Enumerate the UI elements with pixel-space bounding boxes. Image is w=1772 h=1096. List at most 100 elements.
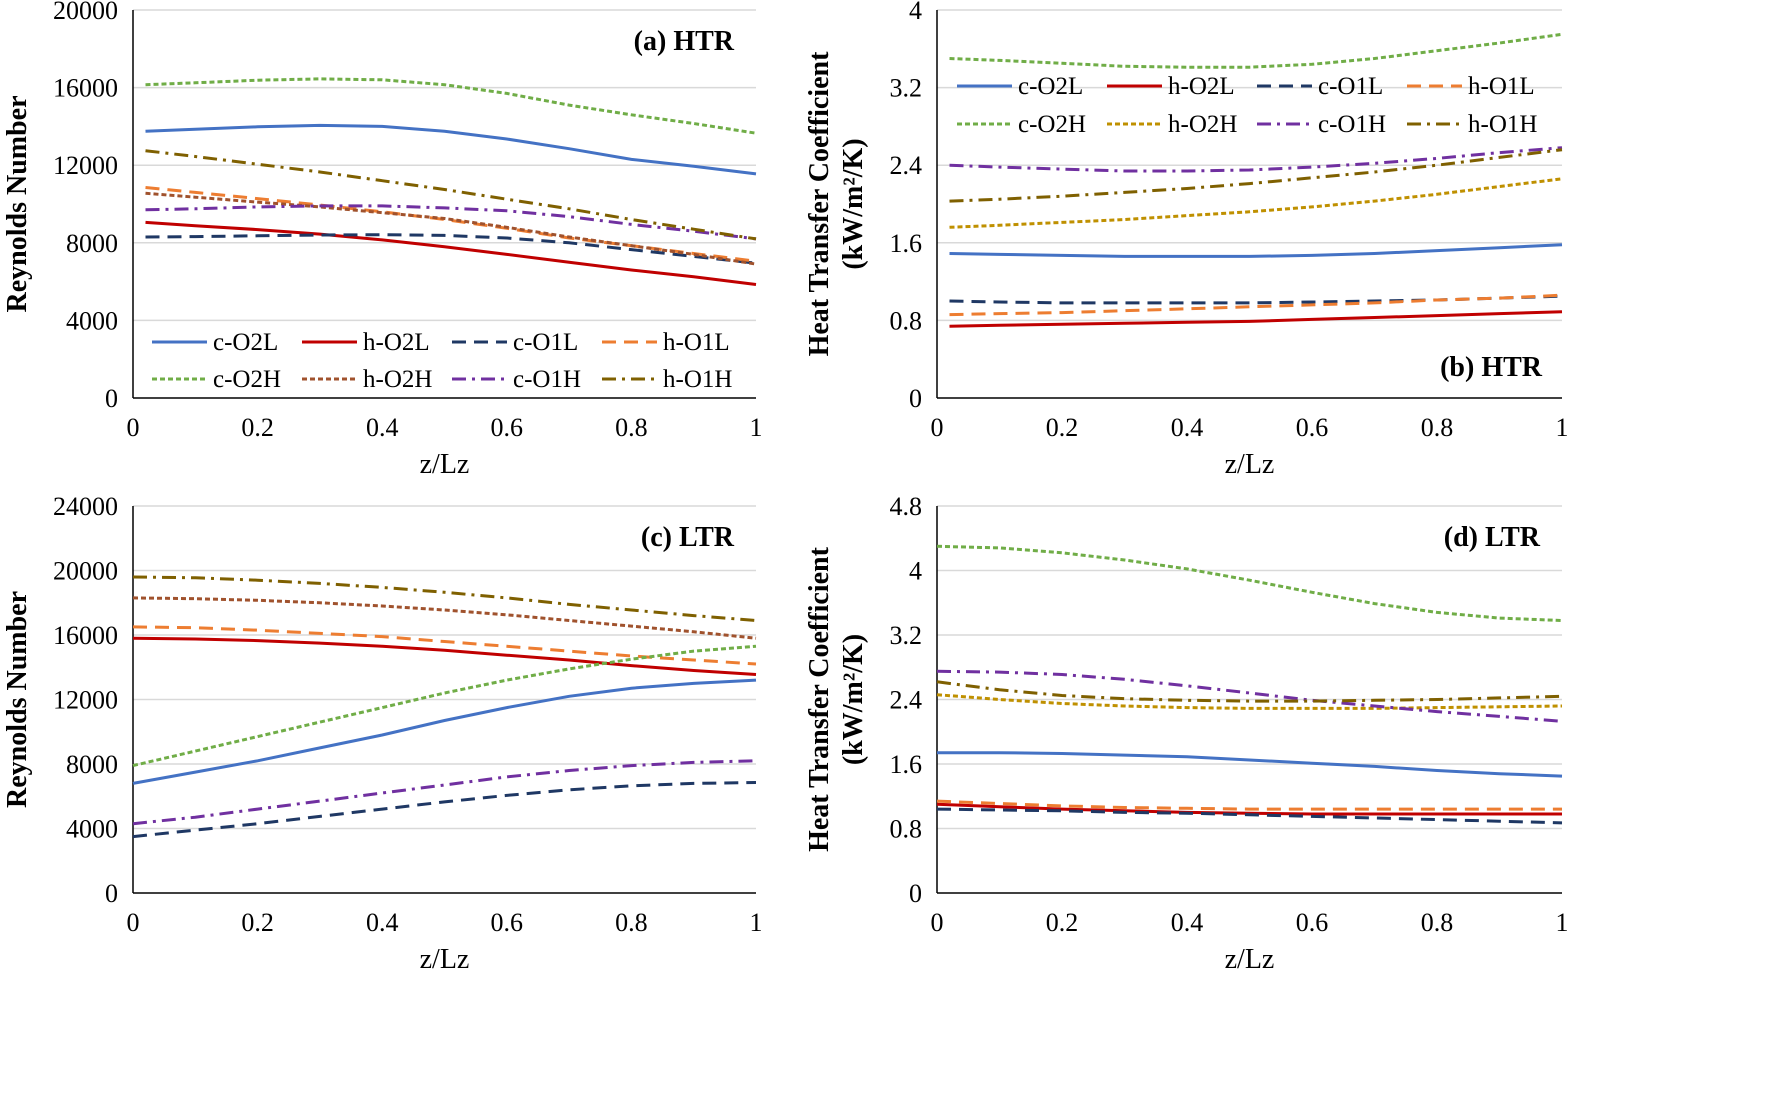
x-tick-label: 1 <box>750 413 763 442</box>
series-line-c-O1H <box>145 204 757 241</box>
y-axis-label: Heat Transfer Coefficient <box>804 51 835 356</box>
y-axis-label: (kW/m²/K) <box>838 138 869 269</box>
y-tick-label: 0 <box>909 879 922 908</box>
series-line-c-O2L <box>949 243 1563 258</box>
legend-label: h-O1H <box>1468 111 1537 138</box>
y-tick-label: 2.4 <box>890 686 923 715</box>
chart-panel-a: 0 4000 8000 12000 16000 20000 0 0.2 0.4 0.6 0.8 1 z/… <box>2 0 763 480</box>
legend-label: h-O1H <box>663 366 732 393</box>
legend-label: c-O2H <box>1018 111 1086 138</box>
series-line-h-O2L <box>145 220 757 286</box>
x-tick-label: 0.6 <box>1296 413 1329 442</box>
x-axis-label: z/Lz <box>1225 449 1275 480</box>
series-line-h-O1H <box>936 680 1563 703</box>
x-tick-label: 1 <box>1556 413 1569 442</box>
y-axis-label: Reynolds Number <box>2 95 33 312</box>
y-tick-label: 8000 <box>66 750 118 779</box>
x-tick-label: 0.8 <box>615 908 648 937</box>
x-tick-label: 0 <box>931 413 944 442</box>
series-line-h-O2H <box>949 177 1563 229</box>
chart-panel-c: 0 4000 8000 12000 16000 20000 24000 0 0.2 0.4 0.6 0… <box>2 492 763 975</box>
y-tick-label: 1.6 <box>890 229 923 258</box>
y-tick-label: 4 <box>909 557 922 586</box>
series-line-h-O2H <box>936 693 1563 710</box>
series-line-c-O1H <box>936 669 1563 723</box>
y-tick-label: 20000 <box>53 557 118 586</box>
series-line-c-O2L <box>132 678 757 785</box>
series-line-c-O1L <box>936 807 1563 825</box>
x-tick-label: 0 <box>127 908 140 937</box>
y-axis-label: Heat Transfer Coefficient <box>804 546 835 851</box>
x-tick-label: 1 <box>1556 908 1569 937</box>
y-tick-label: 0.8 <box>890 815 923 844</box>
legend: c-O2L h-O2L c-O1L h-O1L c-O2H h-O2H c-O1H h-O1H <box>152 329 732 393</box>
series-line-h-O2H <box>145 191 757 266</box>
y-tick-label: 1.6 <box>890 750 923 779</box>
x-axis-label: z/Lz <box>420 944 470 975</box>
x-tick-label: 0 <box>127 413 140 442</box>
legend-label: c-O1H <box>513 366 581 393</box>
x-tick-label: 0.4 <box>366 908 399 937</box>
legend-label: c-O1L <box>1318 73 1383 100</box>
series-line-c-O2L <box>145 123 757 176</box>
legend-label: h-O2L <box>1168 73 1235 100</box>
y-tick-label: 4 <box>909 0 922 25</box>
series-line-c-O2L <box>937 751 1563 778</box>
y-tick-label: 16000 <box>53 74 118 103</box>
y-tick-label: 4000 <box>66 815 118 844</box>
series-line-h-O1L <box>132 625 757 666</box>
series-line-h-O1L <box>936 799 1562 811</box>
legend-label: c-O1L <box>513 329 578 356</box>
series-line-c-O1L <box>132 781 757 839</box>
legend-label: h-O1L <box>663 329 730 356</box>
y-tick-label: 3.2 <box>890 74 923 103</box>
x-tick-label: 1 <box>750 908 763 937</box>
y-tick-label: 0 <box>105 879 118 908</box>
legend-label: c-O2L <box>213 329 278 356</box>
y-tick-label: 3.2 <box>890 621 923 650</box>
y-tick-label: 20000 <box>53 0 118 25</box>
x-tick-label: 0.8 <box>1421 908 1454 937</box>
x-axis-label: z/Lz <box>420 449 470 480</box>
y-tick-label: 16000 <box>53 621 118 650</box>
series-line-c-O1L <box>145 233 757 265</box>
legend-label: h-O2H <box>1168 111 1237 138</box>
series-line-c-O1H <box>132 759 757 826</box>
x-tick-label: 0.6 <box>491 413 524 442</box>
y-tick-label: 8000 <box>66 229 118 258</box>
y-tick-label: 0 <box>105 384 118 413</box>
y-axis-label: (kW/m²/K) <box>838 634 869 765</box>
y-tick-label: 0 <box>909 384 922 413</box>
series-line-h-O2L <box>949 310 1563 328</box>
x-tick-label: 0.6 <box>1296 908 1329 937</box>
series-line-c-O2H <box>145 77 757 135</box>
series-line-h-O1H <box>132 575 757 622</box>
x-axis-label: z/Lz <box>1225 944 1275 975</box>
x-tick-label: 0.2 <box>1046 413 1079 442</box>
series-line-h-O1L <box>949 293 1563 317</box>
series-line-h-O1H <box>145 149 757 241</box>
y-tick-label: 24000 <box>53 492 118 521</box>
legend-label: h-O2H <box>363 366 432 393</box>
y-tick-label: 12000 <box>53 686 118 715</box>
series-line-h-O1H <box>949 148 1563 203</box>
series-line-c-O2H <box>936 544 1563 622</box>
legend-label: c-O2L <box>1018 73 1083 100</box>
series-line-c-O2H <box>949 32 1563 69</box>
x-tick-label: 0.6 <box>491 908 524 937</box>
y-tick-label: 12000 <box>53 151 118 180</box>
series-line-h-O1L <box>145 186 757 263</box>
series-line-c-O2H <box>132 644 757 768</box>
panel-label: (b) HTR <box>1440 352 1543 383</box>
x-tick-label: 0.4 <box>366 413 399 442</box>
series-line-h-O2H <box>132 596 757 640</box>
legend-label: c-O1H <box>1318 111 1386 138</box>
chart-panel-b: 0 0.8 1.6 2.4 3.2 4 0 0.2 0.4 0.6 0.8 1 z/Lz Heat Tra… <box>804 0 1569 480</box>
y-axis-label: Reynolds Number <box>2 591 33 808</box>
legend-label: c-O2H <box>213 366 281 393</box>
series-line-c-O1L <box>949 294 1563 305</box>
legend-label: h-O1L <box>1468 73 1535 100</box>
y-tick-label: 2.4 <box>890 151 923 180</box>
panel-label: (d) LTR <box>1444 522 1541 553</box>
